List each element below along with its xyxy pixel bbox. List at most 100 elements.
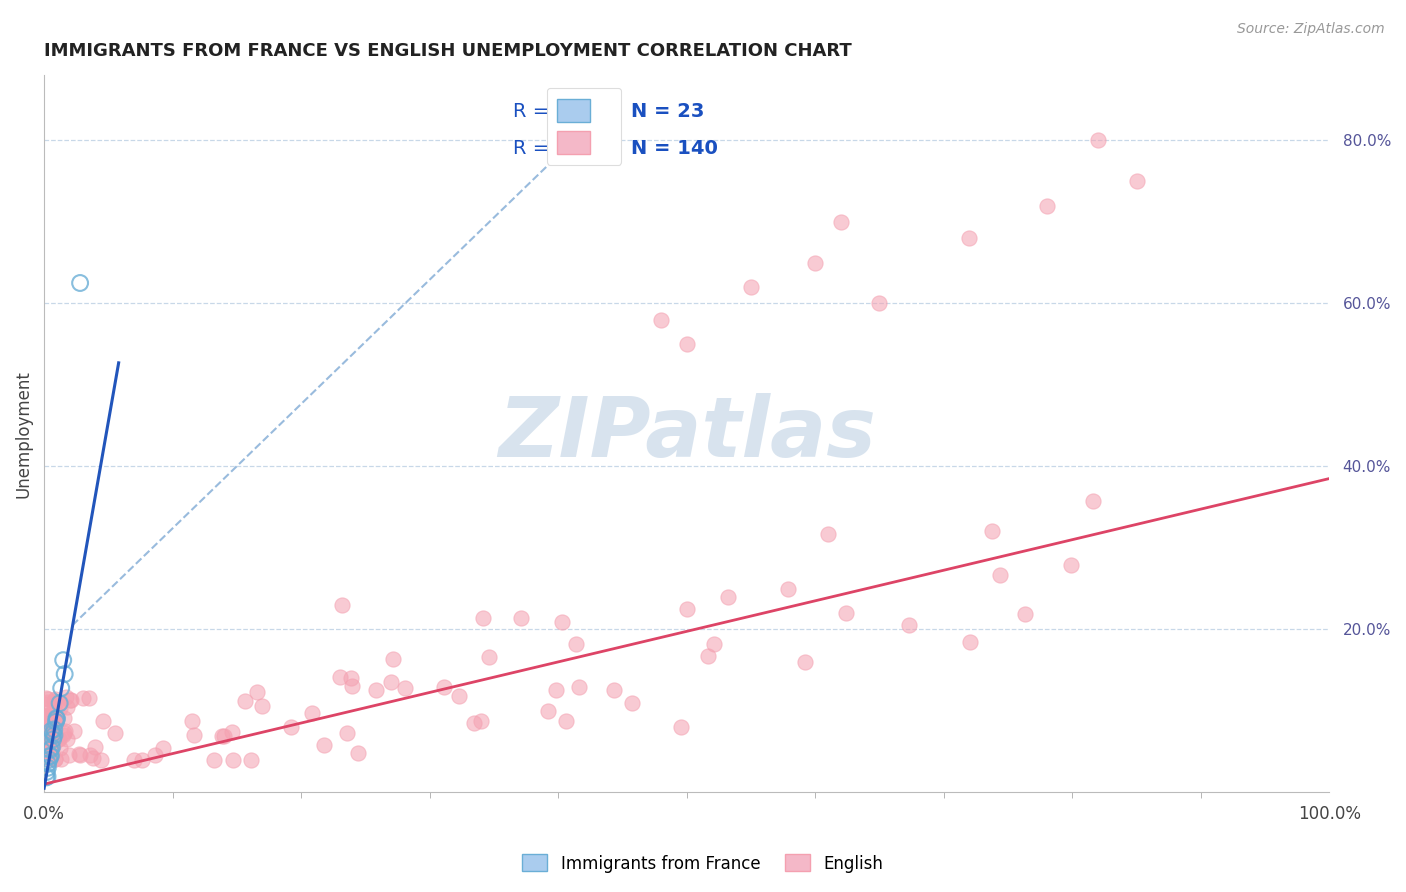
Point	[537, 704, 560, 718]
Point	[39, 713, 62, 727]
Point	[568, 680, 591, 694]
Point	[152, 741, 174, 756]
Point	[53, 667, 76, 681]
Point	[45, 711, 67, 725]
Point	[740, 280, 762, 294]
Point	[104, 726, 127, 740]
Point	[143, 747, 166, 762]
Point	[1087, 133, 1109, 147]
Point	[79, 748, 101, 763]
Point	[990, 568, 1012, 582]
Point	[34, 744, 56, 758]
Point	[394, 681, 416, 695]
Y-axis label: Unemployment: Unemployment	[15, 370, 32, 498]
Point	[48, 696, 70, 710]
Point	[41, 739, 63, 754]
Point	[83, 739, 105, 754]
Point	[45, 695, 67, 709]
Point	[45, 712, 67, 726]
Point	[48, 732, 70, 747]
Point	[39, 749, 62, 764]
Text: R = 0.758: R = 0.758	[513, 102, 612, 120]
Point	[38, 746, 60, 760]
Point	[37, 756, 59, 771]
Point	[48, 701, 70, 715]
Point	[330, 598, 353, 612]
Point	[42, 714, 65, 728]
Point	[131, 753, 153, 767]
Point	[42, 702, 65, 716]
Point	[329, 670, 352, 684]
Point	[301, 706, 323, 720]
Point	[555, 714, 578, 728]
Text: R = 0.615: R = 0.615	[513, 139, 612, 158]
Point	[565, 637, 588, 651]
Point	[41, 710, 63, 724]
Point	[221, 724, 243, 739]
Point	[675, 337, 697, 351]
Point	[122, 753, 145, 767]
Point	[252, 698, 274, 713]
Point	[38, 711, 60, 725]
Text: IMMIGRANTS FROM FRANCE VS ENGLISH UNEMPLOYMENT CORRELATION CHART: IMMIGRANTS FROM FRANCE VS ENGLISH UNEMPL…	[44, 42, 852, 60]
Point	[1014, 607, 1036, 622]
Point	[72, 691, 94, 706]
Point	[59, 693, 82, 707]
Point	[44, 713, 66, 727]
Point	[830, 215, 852, 229]
Point	[48, 732, 70, 747]
Point	[37, 770, 59, 784]
Point	[69, 747, 91, 762]
Point	[38, 731, 60, 745]
Point	[34, 709, 56, 723]
Legend:   ,   : ,	[547, 87, 621, 165]
Point	[34, 726, 56, 740]
Point	[53, 726, 76, 740]
Point	[42, 719, 65, 733]
Point	[35, 730, 58, 744]
Point	[449, 689, 471, 703]
Text: Source: ZipAtlas.com: Source: ZipAtlas.com	[1237, 22, 1385, 37]
Point	[364, 682, 387, 697]
Point	[53, 723, 76, 738]
Point	[69, 276, 91, 290]
Point	[46, 712, 69, 726]
Point	[509, 611, 531, 625]
Point	[44, 752, 66, 766]
Point	[58, 748, 80, 763]
Point	[347, 746, 370, 760]
Point	[233, 694, 256, 708]
Point	[41, 725, 63, 739]
Point	[38, 722, 60, 736]
Point	[67, 747, 90, 761]
Point	[470, 714, 492, 729]
Point	[35, 771, 58, 785]
Point	[703, 637, 725, 651]
Point	[34, 714, 56, 728]
Point	[222, 753, 245, 767]
Point	[42, 726, 65, 740]
Text: N = 140: N = 140	[631, 139, 718, 158]
Point	[675, 601, 697, 615]
Point	[55, 731, 77, 746]
Point	[314, 738, 336, 752]
Point	[39, 714, 62, 728]
Point	[38, 752, 60, 766]
Point	[835, 606, 858, 620]
Point	[42, 694, 65, 708]
Point	[55, 700, 77, 714]
Point	[37, 692, 59, 706]
Point	[776, 582, 799, 597]
Point	[41, 733, 63, 747]
Point	[35, 697, 58, 711]
Point	[41, 731, 63, 745]
Point	[211, 729, 233, 743]
Point	[48, 697, 70, 711]
Point	[340, 671, 363, 685]
Point	[52, 653, 75, 667]
Point	[44, 731, 66, 746]
Point	[39, 748, 62, 763]
Point	[471, 611, 494, 625]
Point	[35, 764, 58, 779]
Point	[212, 729, 235, 743]
